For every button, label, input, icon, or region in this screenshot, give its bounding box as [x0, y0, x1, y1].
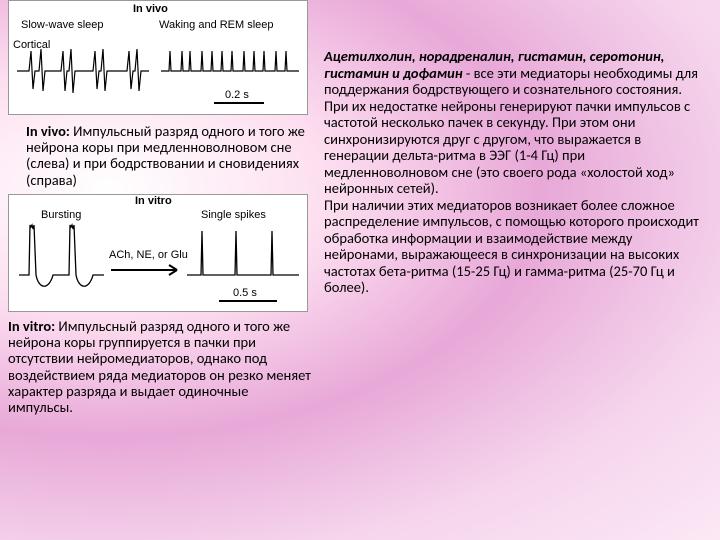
fig1-sub-label: Cortical	[13, 39, 50, 51]
fig2-right-label: Single spikes	[201, 209, 266, 221]
main-after-lead: - все эти медиаторы необходимы для подде…	[324, 64, 698, 198]
main-paragraph-2: При наличии этих медиаторов возникает бо…	[324, 197, 708, 296]
fig1-right-label: Waking and REM sleep	[159, 19, 274, 31]
figure-in-vivo: In vivo Slow-wave sleep Waking and REM s…	[8, 0, 308, 115]
fig1-left-label: Slow-wave sleep	[21, 19, 104, 31]
slide: In vivo Slow-wave sleep Waking and REM s…	[0, 0, 720, 540]
figure-in-vitro: In vitro Bursting Single spikes ACh, NE,…	[8, 194, 308, 312]
fig2-arrow-label: ACh, NE, or Glu	[109, 249, 188, 261]
fig1-scale: 0.2 s	[225, 89, 249, 101]
main-paragraph-1: Ацетилхолин, норадреналин, гистамин, сер…	[324, 48, 708, 197]
fig2-title: In vitro	[135, 195, 172, 207]
fig2-scale: 0.5 s	[233, 287, 257, 299]
fig2-left-label: Bursting	[41, 209, 81, 221]
caption-1: In vivo: Импульсный разряд одного и того…	[8, 123, 312, 188]
right-column: Ацетилхолин, норадреналин, гистамин, сер…	[320, 0, 720, 540]
left-column: In vivo Slow-wave sleep Waking and REM s…	[0, 0, 320, 540]
caption-2: In vitro: Импульсный разряд одного и тог…	[8, 318, 312, 415]
fig1-title: In vivo	[133, 3, 168, 15]
